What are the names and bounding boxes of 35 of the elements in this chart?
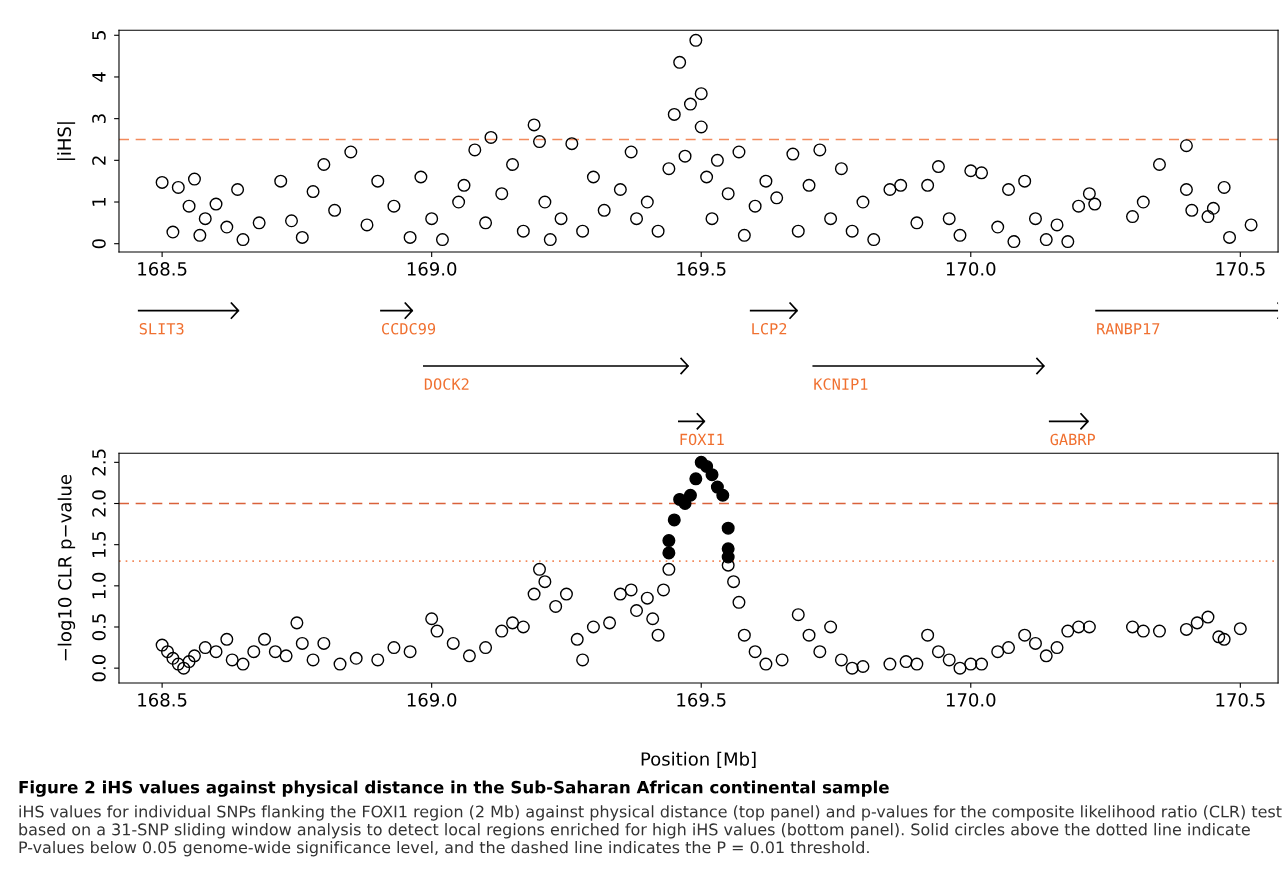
y-axis-title: |iHS|: [57, 122, 76, 160]
text: Figure 2 iHS values against physical distance in the Sub-Saharan African continental sample: [19, 780, 889, 797]
y-tick-label: 5: [92, 31, 106, 40]
text: KCNIP1: [814, 378, 868, 390]
y-tick-label: 2: [92, 156, 106, 165]
x-tick-label: 169.5: [677, 693, 726, 707]
text: SLIT3: [139, 322, 184, 335]
x-tick-label: 170.5: [1216, 693, 1265, 707]
text: CCDC99: [381, 322, 436, 335]
x-axis-title: Position [Mb]: [641, 751, 756, 768]
y-tick-label: 0.0: [92, 654, 106, 682]
y-tick-label: 1.5: [92, 531, 106, 558]
y-tick-label: 1: [92, 197, 106, 206]
y-tick-label: 2.0: [92, 490, 106, 517]
y-tick-label: 3: [92, 114, 106, 124]
y-tick-label: 0.5: [92, 614, 106, 641]
x-tick-label: 170.0: [946, 262, 996, 276]
y-axis-title: −log10 CLR p−value: [57, 474, 76, 661]
y-tick-label: 1.0: [92, 572, 106, 599]
x-tick-label: 170.5: [1216, 262, 1265, 276]
x-tick-label: 170.0: [946, 693, 996, 707]
x-tick-label: 169.0: [407, 693, 457, 707]
x-tick-label: 169.5: [677, 262, 726, 276]
text: FOXI1: [680, 433, 724, 446]
y-tick-label: 2.5: [92, 449, 106, 476]
text: GABRP: [1050, 433, 1096, 446]
text: DOCK2: [424, 378, 469, 390]
x-tick-label: 168.5: [138, 262, 187, 276]
x-tick-label: 169.0: [407, 262, 457, 276]
text: LCP2: [752, 322, 787, 335]
text: RANBP17: [1097, 323, 1160, 335]
text: iHS values for individual SNPs flanking the FOXI1 region (2 Mb) against physical distance (top panel) and p-values for the composite likelihood ratio (CLR) test based on a 31-SNP sliding window analysis to detect local regions enriched for high iHS values (bottom panel). Solid circles above the dotted line indicate P-values below 0.05 genome-wide significance level, and the dashed line indicates the P = 0.01 threshold.: [19, 805, 1282, 857]
x-tick-label: 168.5: [138, 693, 187, 707]
y-tick-label: 0: [92, 239, 106, 249]
y-tick-label: 4: [92, 72, 106, 82]
